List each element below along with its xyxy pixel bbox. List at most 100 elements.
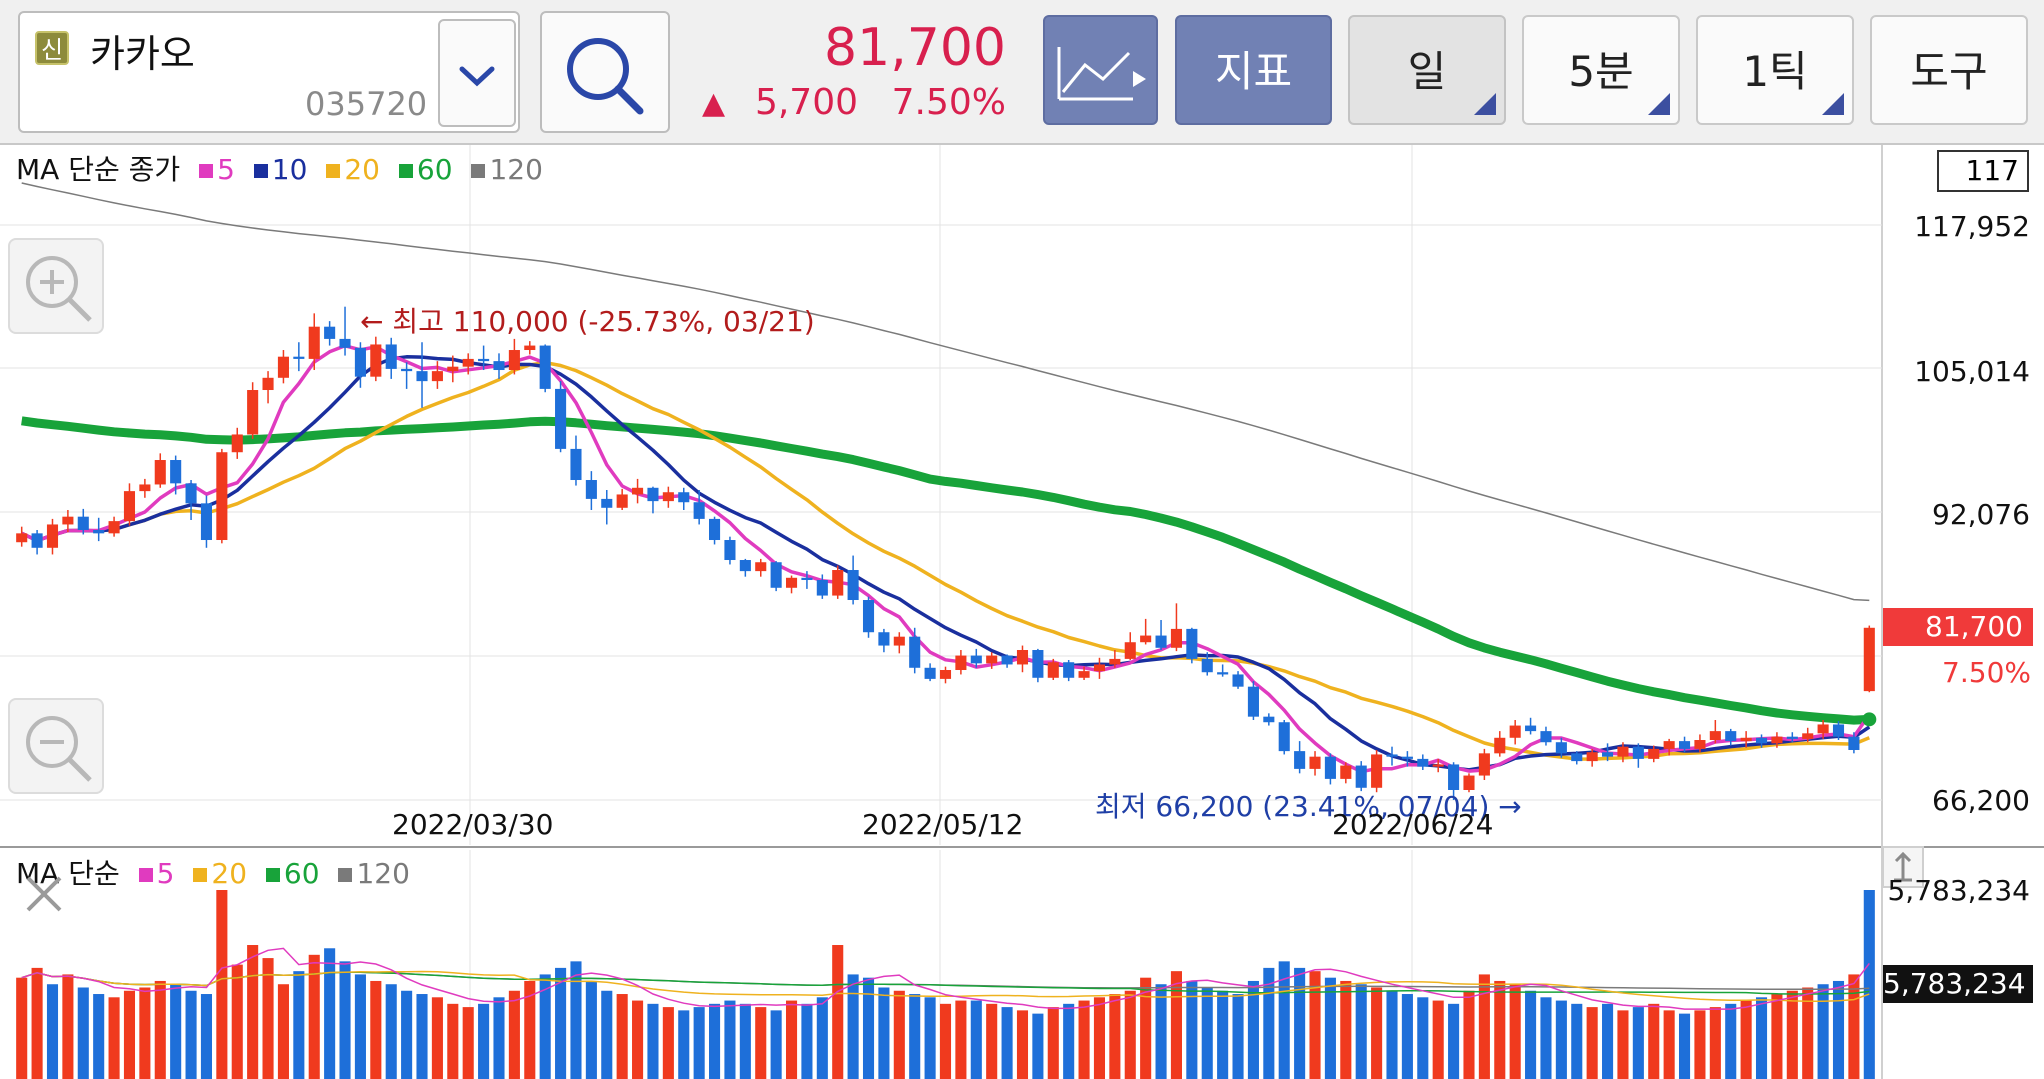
vol-ma120-swatch bbox=[338, 868, 353, 882]
candle-body bbox=[1802, 733, 1814, 739]
date-label-0330: 2022/03/30 bbox=[392, 808, 554, 841]
vol-ma120-label: 120 bbox=[356, 857, 410, 890]
volume-bar bbox=[585, 980, 597, 1079]
volume-bar bbox=[1725, 1003, 1737, 1079]
candle-body bbox=[539, 345, 551, 389]
volume-bar bbox=[632, 1000, 644, 1079]
period-day-button[interactable]: 일 bbox=[1348, 15, 1506, 125]
stock-code: 035720 bbox=[305, 85, 428, 123]
volume-bar bbox=[508, 990, 520, 1079]
volume-bar bbox=[1294, 967, 1306, 1079]
volume-ma-legend: MA 단순 5 20 60 120 bbox=[16, 852, 410, 892]
candle-body bbox=[108, 521, 120, 534]
close-icon[interactable] bbox=[22, 872, 66, 916]
vol-ma60-swatch bbox=[265, 868, 280, 882]
candle-body bbox=[31, 533, 43, 548]
candle-body bbox=[909, 636, 921, 668]
volume-bar bbox=[93, 994, 105, 1079]
volume-bar bbox=[893, 990, 905, 1079]
search-button[interactable] bbox=[540, 11, 670, 133]
indicator-button[interactable]: 지표 bbox=[1175, 15, 1332, 125]
candle-body bbox=[493, 361, 505, 371]
candle-body bbox=[1617, 746, 1629, 757]
ma60-swatch bbox=[398, 164, 413, 178]
volume-bar bbox=[46, 984, 59, 1079]
candle-count-box[interactable]: 117 bbox=[1937, 150, 2029, 192]
candle-body bbox=[1324, 756, 1336, 779]
volume-bar bbox=[262, 958, 274, 1079]
candle-body bbox=[1740, 737, 1752, 742]
volume-bar bbox=[939, 1003, 952, 1079]
candle-body bbox=[1032, 650, 1044, 678]
volume-bar bbox=[555, 967, 567, 1079]
ma60-label: 60 bbox=[416, 153, 453, 186]
candle-body bbox=[1278, 722, 1290, 752]
candle-body bbox=[200, 503, 213, 541]
expand-vertical-icon[interactable] bbox=[1882, 846, 1924, 888]
volume-bar bbox=[462, 1007, 474, 1079]
volume-bar bbox=[493, 997, 505, 1079]
volume-bar bbox=[185, 990, 197, 1079]
candle-body bbox=[724, 540, 736, 561]
stock-selector[interactable]: 신 카카오 035720 bbox=[18, 11, 520, 133]
candle-body bbox=[1047, 662, 1059, 678]
volume-bar bbox=[1448, 1003, 1460, 1079]
volume-bar bbox=[1494, 980, 1506, 1079]
volume-bar bbox=[678, 1010, 690, 1079]
stock-dropdown-button[interactable] bbox=[438, 19, 516, 127]
candle-body bbox=[755, 562, 767, 572]
last-volume-tag: 5,783,234 bbox=[1883, 965, 2033, 1003]
candle-body bbox=[1309, 756, 1321, 769]
period-day-label: 일 bbox=[1407, 47, 1447, 96]
period-5min-button[interactable]: 5분 bbox=[1522, 15, 1680, 125]
volume-bar bbox=[1309, 971, 1321, 1079]
candle-body bbox=[77, 516, 89, 531]
vol-ma5-swatch bbox=[138, 868, 153, 882]
volume-bar bbox=[1386, 990, 1398, 1079]
search-icon bbox=[567, 38, 644, 115]
zoom-out-button[interactable] bbox=[8, 698, 104, 794]
candle-body bbox=[709, 518, 721, 541]
candle-body bbox=[231, 434, 243, 453]
candle-body bbox=[508, 350, 520, 371]
volume-bar bbox=[524, 980, 536, 1079]
candle-body bbox=[1355, 765, 1367, 788]
date-label-0624: 2022/06/24 bbox=[1332, 808, 1494, 841]
ma60-line bbox=[21, 416, 1870, 725]
tools-button[interactable]: 도구 bbox=[1870, 15, 2028, 125]
volume-bar bbox=[308, 954, 320, 1079]
last-price-tag: 81,700 bbox=[1883, 608, 2033, 646]
candle-body bbox=[1170, 628, 1182, 648]
zoom-in-icon bbox=[26, 256, 92, 322]
candle-body bbox=[1432, 764, 1444, 767]
candle-body bbox=[1247, 686, 1259, 717]
volume-bar bbox=[647, 1003, 659, 1079]
candle-body bbox=[555, 388, 567, 449]
candle-body bbox=[616, 494, 628, 508]
volume-bar bbox=[1771, 994, 1783, 1079]
volume-bar bbox=[816, 997, 828, 1079]
candle-body bbox=[1555, 742, 1567, 754]
candle-body bbox=[585, 480, 597, 499]
candle-body bbox=[939, 670, 952, 679]
candle-body bbox=[1663, 741, 1675, 749]
volume-bar bbox=[1602, 1003, 1614, 1079]
period-tick-button[interactable]: 1틱 bbox=[1696, 15, 1854, 125]
volume-bar bbox=[739, 1003, 751, 1079]
y-label-117952: 117,952 bbox=[1914, 210, 2030, 243]
candle-body bbox=[308, 326, 320, 359]
volume-bar bbox=[785, 1000, 798, 1079]
candle-body bbox=[1494, 737, 1506, 754]
volume-bar bbox=[1586, 1007, 1598, 1079]
volume-bar bbox=[1001, 1007, 1013, 1079]
candle-body bbox=[431, 371, 443, 382]
volume-bar bbox=[293, 971, 305, 1079]
candle-body bbox=[1371, 754, 1383, 788]
candle-body bbox=[1124, 642, 1136, 659]
zoom-in-button[interactable] bbox=[8, 238, 104, 334]
candle-body bbox=[16, 533, 28, 543]
candle-body bbox=[1571, 753, 1583, 762]
chart-type-button[interactable] bbox=[1043, 15, 1158, 125]
chevron-down-icon bbox=[459, 66, 495, 87]
